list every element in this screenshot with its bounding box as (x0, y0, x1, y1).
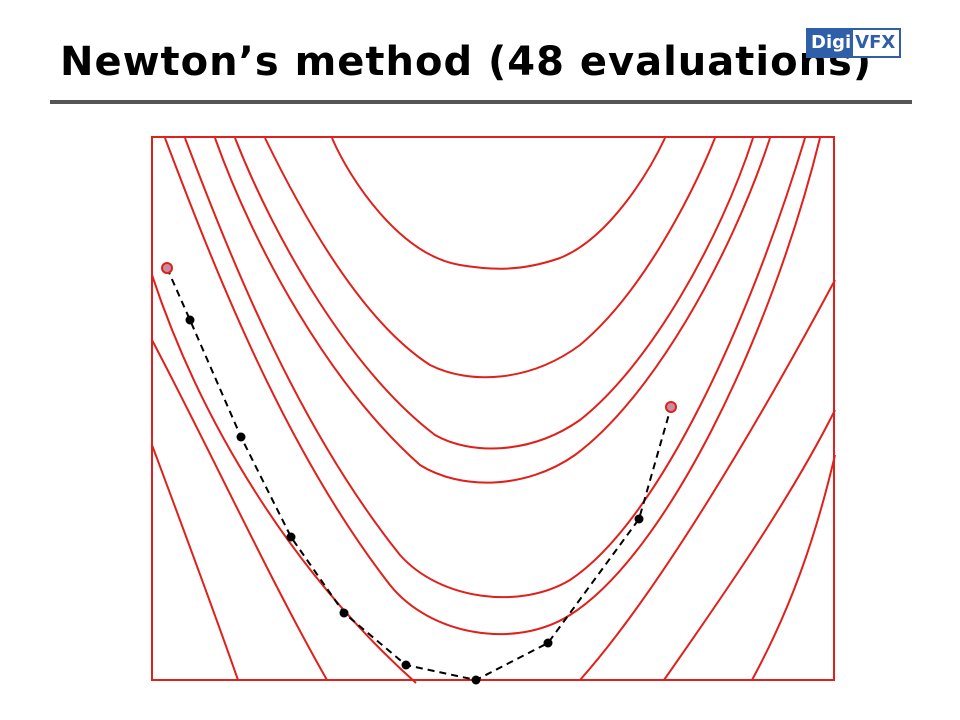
contour-line-10 (751, 454, 836, 681)
path-point (471, 675, 481, 685)
newton-path (161, 262, 677, 685)
contour-line-6 (164, 137, 821, 635)
path-point (185, 315, 195, 325)
start-point (161, 262, 173, 274)
contour-line-4 (214, 137, 771, 484)
end-point (665, 401, 677, 413)
path-line (166, 267, 672, 682)
path-point (634, 514, 644, 524)
path-point (339, 608, 349, 618)
contour-line-2 (264, 137, 716, 379)
path-point (286, 532, 296, 542)
path-point (543, 638, 553, 648)
path-point (401, 660, 411, 670)
contour-line-5 (184, 137, 806, 599)
title-divider (50, 100, 912, 104)
contour-line-8 (579, 279, 836, 681)
slide-title: Newton’s method (48 evaluations) (60, 39, 873, 85)
contour-line-12 (151, 339, 328, 681)
logo-text-digi: Digi (808, 30, 854, 56)
contour-line-1 (331, 137, 666, 270)
digivfx-logo: Digi VFX (806, 28, 902, 58)
contour-line-11 (151, 444, 239, 681)
plot-frame (151, 136, 835, 681)
contour-line-9 (663, 409, 836, 681)
contour-line-3 (234, 137, 754, 450)
logo-text-vfx: VFX (855, 32, 896, 53)
contour-lines (151, 137, 836, 684)
path-point (236, 432, 246, 442)
contour-line-7 (151, 274, 417, 684)
